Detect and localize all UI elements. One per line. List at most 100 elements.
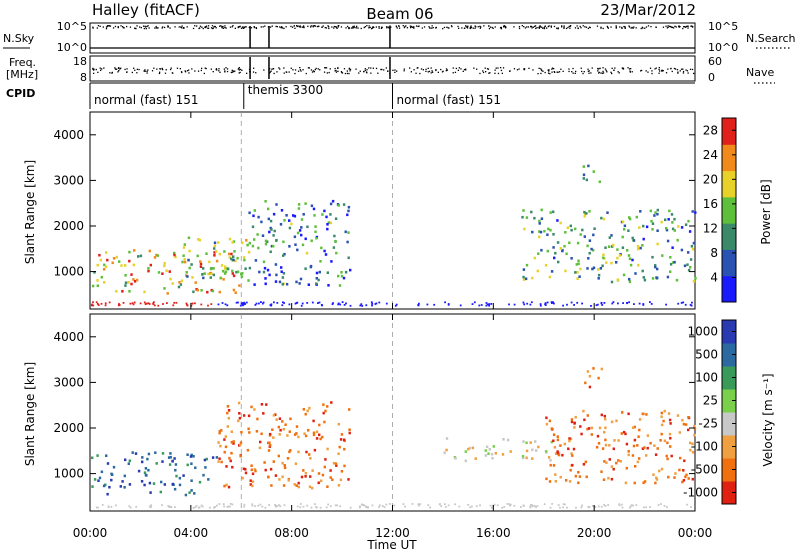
range-cell [689,448,692,452]
ground-scatter-cell [508,303,510,306]
range-cell [196,254,199,258]
range-cell [571,463,574,467]
freq-point [288,71,290,73]
freq-point [560,68,562,70]
range-cell [295,425,299,428]
freq-point [601,72,604,74]
range-cell [297,435,300,439]
nsky-point [466,27,469,29]
freq-point [93,72,95,74]
ground-scatter-cell [690,304,693,307]
range-cell [544,264,548,267]
range-cell [148,249,151,253]
ground-scatter-cell [274,504,276,506]
range-cell [232,442,235,445]
freq-point [613,69,615,71]
range-cell [593,227,596,230]
nsky-point [606,25,608,28]
freq-point [502,67,505,69]
range-cell [692,279,696,283]
freq-point [136,72,138,74]
nsky-point [214,25,216,28]
freq-point [165,69,167,71]
range-cell [244,267,247,270]
ground-scatter-cell [327,503,330,506]
nsky-point [409,25,411,27]
nsky-point [615,25,617,27]
range-cell [627,412,630,416]
range-cell [147,269,150,273]
range-cell [265,403,268,406]
range-cell [240,275,244,278]
range-cell [211,289,215,293]
range-cell [691,247,695,251]
power-colorbar-label: Power [dB] [759,179,773,244]
ground-scatter-cell [473,301,476,304]
freq-point [513,68,516,70]
nsky-point [298,26,301,28]
ground-scatter-cell [370,301,373,304]
nsky-point [421,27,423,29]
range-cell [522,440,525,443]
nsky-point [491,26,493,29]
range-cell [635,215,638,219]
range-cell [147,267,150,270]
range-cell [232,240,236,243]
range-cell [539,230,543,234]
nsky-point [280,27,282,29]
range-cell [237,419,240,423]
range-cell [605,461,608,464]
range-cell [302,213,305,216]
range-cell [340,433,344,436]
colorbar-swatch [722,320,736,344]
range-cell [315,282,318,285]
freq-point [101,68,103,70]
range-cell [608,458,611,461]
range-cell [315,437,319,440]
x-tick-label: 04:00 [174,526,209,540]
ground-scatter-cell [597,505,600,508]
range-cell [324,409,327,413]
range-cell [213,254,216,257]
freq-point [349,70,351,72]
freq-point [144,70,146,72]
freq-point [432,71,434,73]
ground-scatter-cell [310,506,313,509]
range-cell [678,431,682,434]
range-cell [278,417,282,420]
colorbar-frame [721,117,737,303]
range-cell [143,483,146,487]
freq-point [464,68,467,70]
ground-scatter-cell [490,303,493,305]
range-cell [251,244,255,248]
range-cell [656,208,659,212]
range-cell [251,472,255,476]
nsky-point [527,26,530,28]
range-cell [144,473,148,477]
nsky-point [92,27,94,29]
nsky-point [352,27,354,29]
range-cell [669,422,672,425]
range-cell [146,457,149,461]
range-cell [217,460,220,463]
colorbar-tick-label: 24 [703,148,718,162]
range-cell [124,274,127,277]
range-cell [559,221,562,225]
freq-point [558,71,561,73]
range-cell [669,263,673,266]
nsky-point [602,27,604,30]
range-cell [206,290,209,294]
range-cell [238,416,242,420]
range-cell [567,447,570,451]
range-cell [653,214,656,217]
nsky-point [632,27,634,29]
range-cell [256,417,259,421]
colorbar-swatch [722,343,736,367]
nsky-point [201,26,203,28]
ground-scatter-cell [245,301,248,304]
nsky-point [313,25,315,27]
nsky-point [686,25,688,27]
freq-point [647,71,649,73]
nsky-point [325,27,328,29]
nsky-point [303,26,305,28]
